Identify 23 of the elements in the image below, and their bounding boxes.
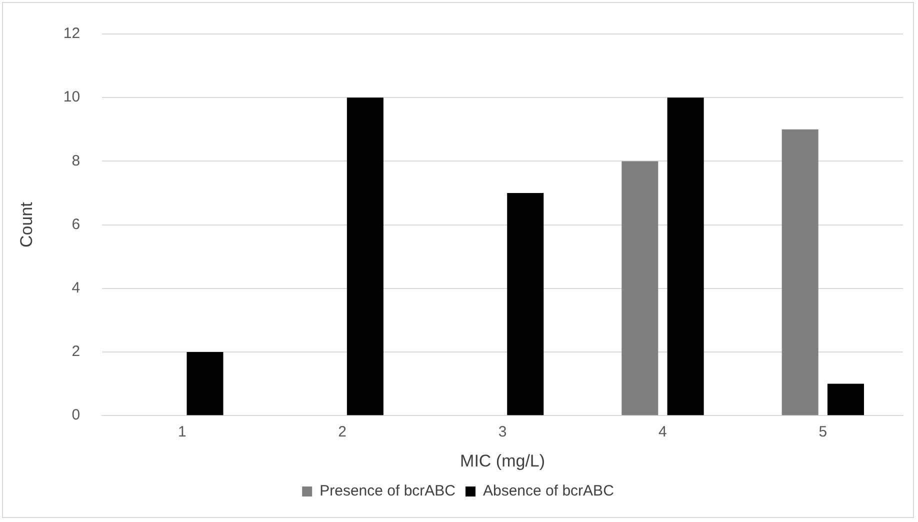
- bar: [346, 98, 384, 416]
- x-axis-title: MIC (mg/L): [460, 451, 546, 470]
- legend-label: Presence of bcrABC: [320, 482, 456, 500]
- bar: [667, 98, 704, 416]
- y-tick-label: 6: [72, 216, 80, 233]
- y-tick-label: 4: [72, 280, 80, 297]
- y-tick-label: 8: [72, 152, 80, 170]
- bar: [827, 384, 864, 416]
- y-tick-label: 0: [72, 406, 80, 424]
- bar: [622, 161, 658, 416]
- y-tick-label: 2: [72, 343, 80, 360]
- x-tick-label: 3: [498, 424, 507, 441]
- x-tick-label: 2: [338, 424, 347, 441]
- bar: [507, 193, 544, 416]
- x-tick-label: 5: [818, 424, 828, 441]
- y-tick-label: 12: [63, 25, 80, 42]
- y-tick-label: 10: [63, 88, 80, 106]
- bar: [782, 129, 818, 416]
- y-axis-title: Count: [16, 202, 36, 248]
- x-tick-label: 4: [658, 424, 667, 441]
- bar: [186, 352, 224, 416]
- x-tick-label: 1: [178, 424, 186, 441]
- legend-label: Absence of bcrABC: [483, 482, 614, 500]
